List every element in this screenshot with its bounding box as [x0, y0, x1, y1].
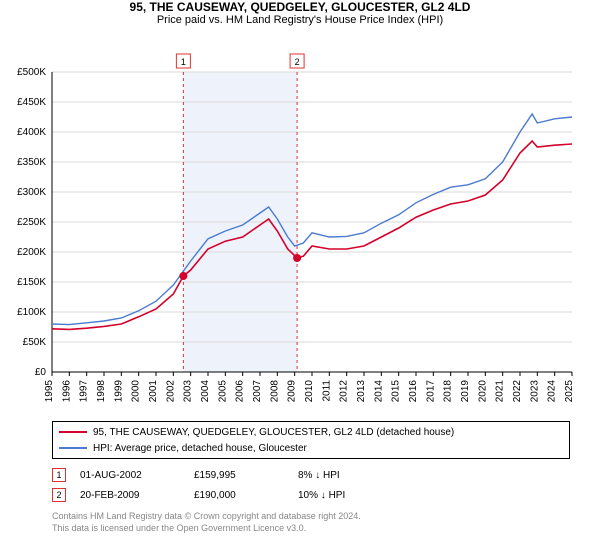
tx-marker-icon: 1 — [52, 468, 66, 482]
svg-text:2: 2 — [295, 57, 300, 67]
legend-swatch — [59, 447, 87, 449]
svg-text:2008: 2008 — [269, 380, 280, 403]
svg-text:2003: 2003 — [183, 380, 194, 403]
tx-price: £190,000 — [194, 490, 284, 501]
svg-text:£400K: £400K — [17, 127, 46, 138]
tx-date: 20-FEB-2009 — [80, 490, 180, 501]
svg-text:2017: 2017 — [425, 380, 436, 403]
svg-text:1999: 1999 — [113, 380, 124, 403]
svg-text:2020: 2020 — [477, 380, 488, 403]
svg-text:2006: 2006 — [235, 380, 246, 403]
svg-text:2021: 2021 — [495, 380, 506, 403]
svg-text:2016: 2016 — [408, 380, 419, 403]
svg-text:2010: 2010 — [304, 380, 315, 403]
svg-text:1996: 1996 — [61, 380, 72, 403]
svg-text:2004: 2004 — [200, 380, 211, 403]
svg-text:£350K: £350K — [17, 157, 46, 168]
tx-date: 01-AUG-2002 — [80, 470, 180, 481]
svg-text:2009: 2009 — [287, 380, 298, 403]
svg-text:1997: 1997 — [79, 380, 90, 403]
tx-hpi: 10% ↓ HPI — [298, 490, 398, 501]
svg-text:£50K: £50K — [23, 337, 47, 348]
tx-hpi: 8% ↓ HPI — [298, 470, 398, 481]
svg-text:2007: 2007 — [252, 380, 263, 403]
svg-text:2019: 2019 — [460, 380, 471, 403]
svg-text:2005: 2005 — [217, 380, 228, 403]
footer: Contains HM Land Registry data © Crown c… — [52, 511, 570, 534]
svg-text:2018: 2018 — [443, 380, 454, 403]
table-row: 1 01-AUG-2002 £159,995 8% ↓ HPI — [52, 465, 570, 485]
svg-text:2012: 2012 — [339, 380, 350, 403]
footer-line: Contains HM Land Registry data © Crown c… — [52, 511, 570, 523]
legend-label: 95, THE CAUSEWAY, QUEDGELEY, GLOUCESTER,… — [93, 427, 454, 438]
svg-text:£150K: £150K — [17, 277, 46, 288]
price-chart: £0 £50K £100K £150K £200K £250K £300K £350K £400… — [0, 30, 600, 415]
svg-text:1998: 1998 — [96, 380, 107, 403]
svg-text:£500K: £500K — [17, 67, 46, 78]
svg-text:£300K: £300K — [17, 187, 46, 198]
svg-text:2024: 2024 — [547, 380, 558, 403]
footer-line: This data is licensed under the Open Gov… — [52, 523, 570, 535]
svg-text:2014: 2014 — [373, 380, 384, 403]
tx-price: £159,995 — [194, 470, 284, 481]
svg-text:2013: 2013 — [356, 380, 367, 403]
svg-text:2001: 2001 — [148, 380, 159, 403]
svg-text:£450K: £450K — [17, 97, 46, 108]
page-title: 95, THE CAUSEWAY, QUEDGELEY, GLOUCESTER,… — [0, 0, 600, 14]
svg-text:£100K: £100K — [17, 307, 46, 318]
svg-text:2002: 2002 — [165, 380, 176, 403]
svg-text:2023: 2023 — [529, 380, 540, 403]
svg-text:1995: 1995 — [44, 380, 55, 403]
svg-text:2025: 2025 — [564, 380, 575, 403]
legend: 95, THE CAUSEWAY, QUEDGELEY, GLOUCESTER,… — [52, 421, 570, 459]
chart-svg: £0 £50K £100K £150K £200K £250K £300K £350K £400… — [0, 30, 600, 410]
svg-text:2015: 2015 — [391, 380, 402, 403]
legend-item-property: 95, THE CAUSEWAY, QUEDGELEY, GLOUCESTER,… — [59, 424, 563, 440]
svg-text:1: 1 — [181, 57, 186, 67]
transaction-table: 1 01-AUG-2002 £159,995 8% ↓ HPI 2 20-FEB… — [52, 465, 570, 505]
svg-text:£0: £0 — [35, 367, 47, 378]
legend-item-hpi: HPI: Average price, detached house, Glou… — [59, 440, 563, 456]
svg-text:£250K: £250K — [17, 217, 46, 228]
legend-label: HPI: Average price, detached house, Glou… — [93, 443, 307, 454]
svg-text:£200K: £200K — [17, 247, 46, 258]
svg-text:2000: 2000 — [131, 380, 142, 403]
legend-swatch — [59, 431, 87, 433]
tx-marker-icon: 2 — [52, 488, 66, 502]
table-row: 2 20-FEB-2009 £190,000 10% ↓ HPI — [52, 485, 570, 505]
svg-text:2022: 2022 — [512, 380, 523, 403]
page-subtitle: Price paid vs. HM Land Registry's House … — [0, 14, 600, 26]
svg-text:2011: 2011 — [321, 380, 332, 402]
